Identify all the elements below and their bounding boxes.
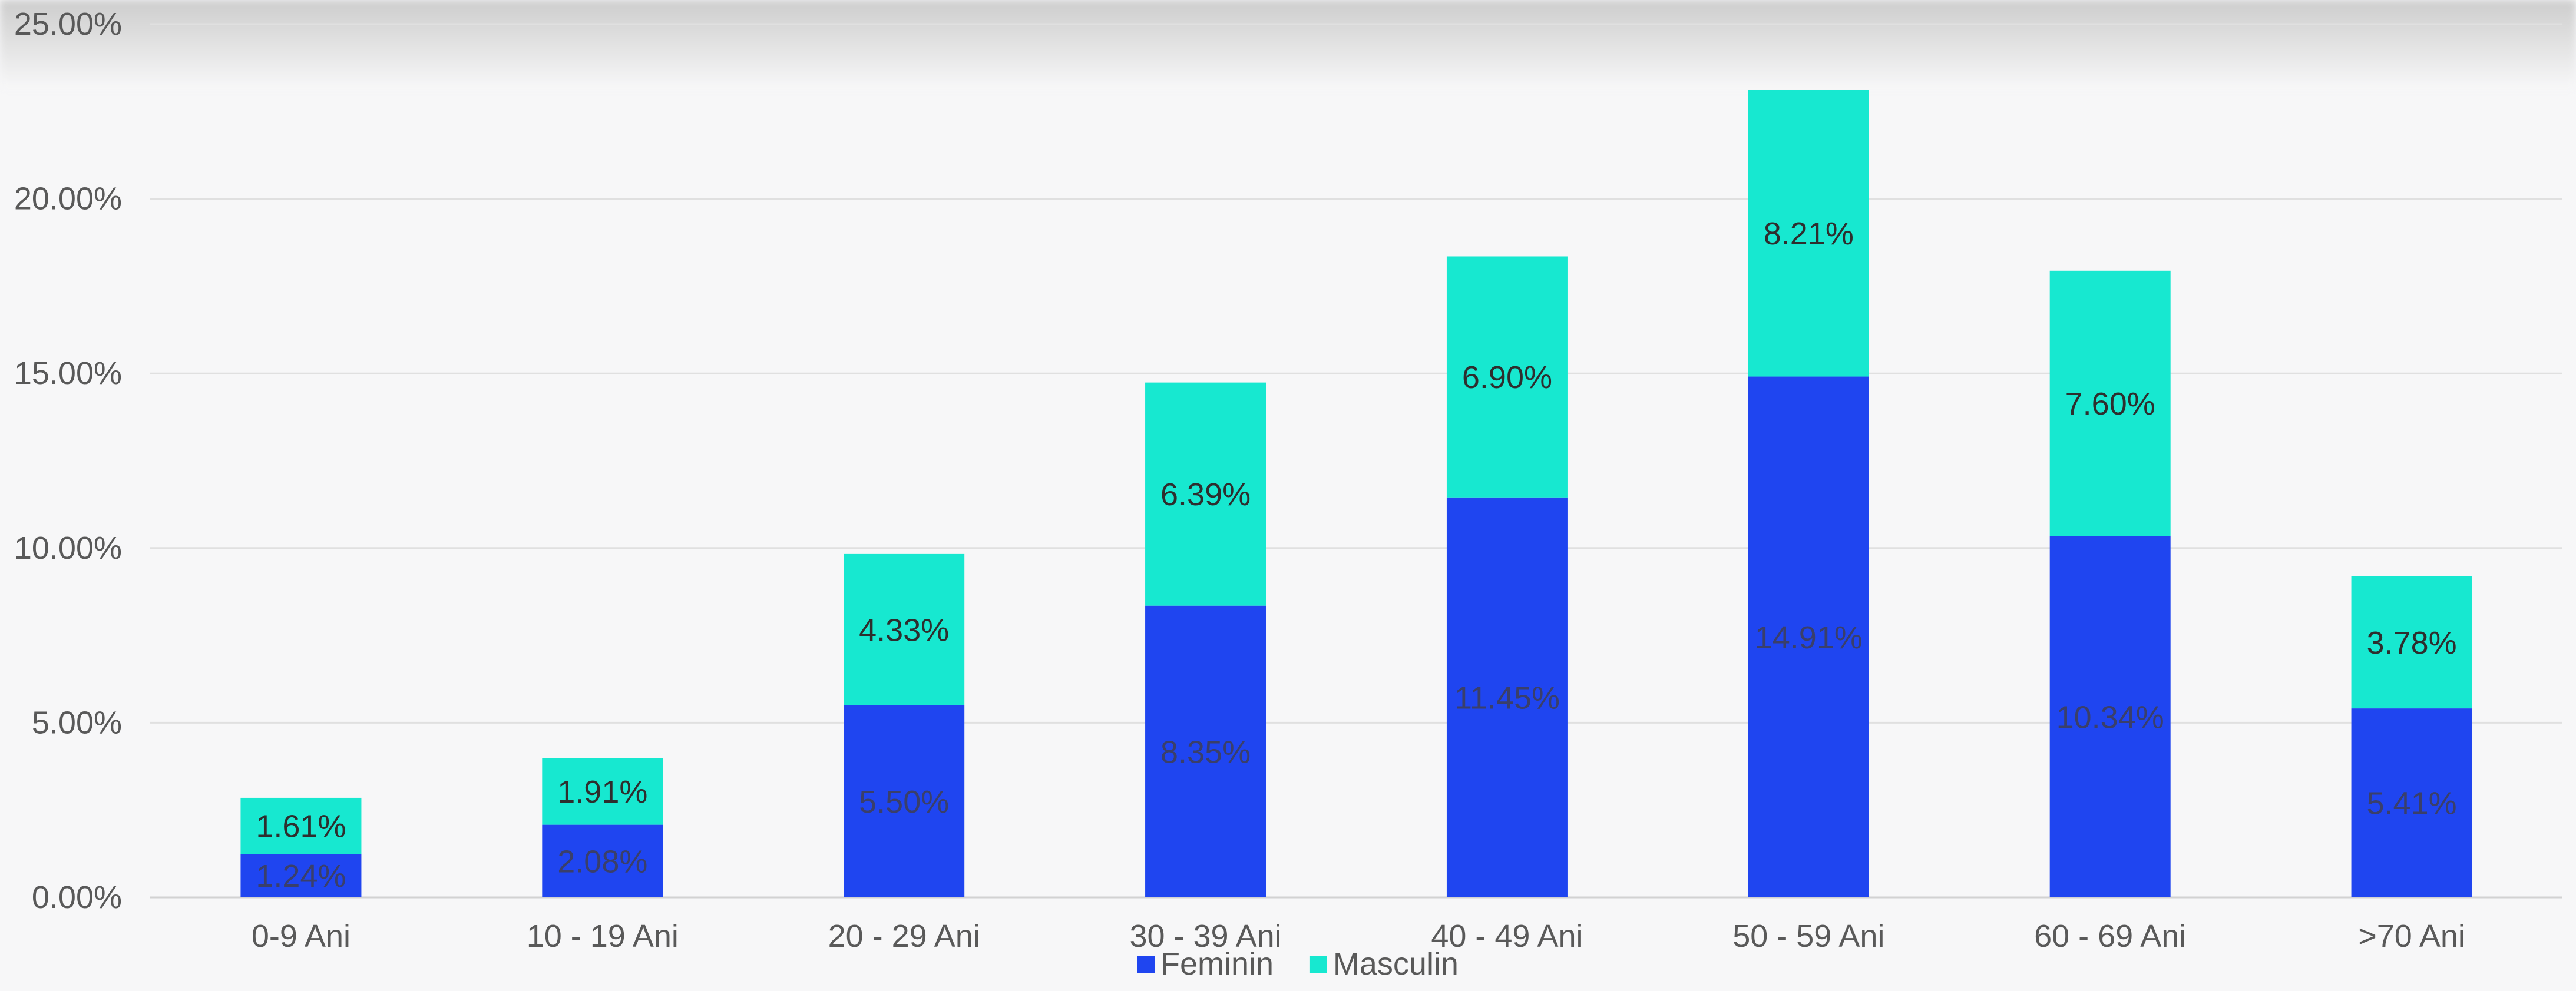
x-tick-label: 60 - 69 Ani xyxy=(2034,919,2186,954)
data-label: 1.24% xyxy=(256,859,346,894)
bar-segment-feminin[interactable] xyxy=(1446,497,1568,897)
bar-segment-masculin[interactable] xyxy=(2351,576,2472,709)
top-fade-band xyxy=(0,0,2576,88)
data-label: 6.90% xyxy=(1462,360,1552,395)
bar-segment-masculin[interactable] xyxy=(542,758,663,825)
bars xyxy=(240,90,2472,897)
data-label: 10.34% xyxy=(2056,700,2164,735)
x-tick-label: 30 - 39 Ani xyxy=(1129,919,1281,954)
data-label: 3.78% xyxy=(2367,625,2457,661)
x-tick-label: 10 - 19 Ani xyxy=(527,919,679,954)
x-tick-label: 0-9 Ani xyxy=(252,919,350,954)
y-tick-label: 20.00% xyxy=(14,181,122,217)
data-label: 11.45% xyxy=(1454,680,1560,715)
y-axis-ticks: 0.00% 5.00% 10.00% 15.00% 20.00% 25.00% xyxy=(14,6,122,915)
bar-segment-masculin[interactable] xyxy=(844,553,965,705)
bar-segment-masculin[interactable] xyxy=(1145,382,1266,606)
y-tick-label: 25.00% xyxy=(14,6,122,42)
data-labels: 1.24% 1.61% 2.08% 1.91% 5.50% 4.33% 8.35% 6.39%… xyxy=(256,216,2456,894)
data-label: 5.41% xyxy=(2367,786,2457,821)
x-tick-label: 40 - 49 Ani xyxy=(1431,919,1583,954)
bar-segment-masculin[interactable] xyxy=(1748,90,1869,377)
x-tick-label: >70 Ani xyxy=(2358,919,2465,954)
bar-segment-feminin[interactable] xyxy=(844,705,965,897)
data-label: 14.91% xyxy=(1755,620,1863,655)
data-label: 7.60% xyxy=(2065,386,2155,422)
data-label: 5.50% xyxy=(859,784,949,820)
y-tick-label: 10.00% xyxy=(14,531,122,566)
x-axis-ticks: 0-9 Ani 10 - 19 Ani 20 - 29 Ani 30 - 39 Ani… xyxy=(252,919,2465,954)
data-label: 8.21% xyxy=(1764,216,1854,251)
x-tick-label: 20 - 29 Ani xyxy=(828,919,980,954)
data-label: 4.33% xyxy=(859,612,949,648)
bar-segment-feminin[interactable] xyxy=(1145,605,1266,897)
legend-item-feminin[interactable]: Feminin xyxy=(1137,946,1274,982)
gridlines xyxy=(150,23,2562,899)
data-label: 6.39% xyxy=(1160,477,1251,512)
data-label: 2.08% xyxy=(557,844,647,879)
bar-segment-feminin[interactable] xyxy=(2351,708,2472,897)
bar-segment-masculin[interactable] xyxy=(240,797,362,854)
bar-segment-masculin[interactable] xyxy=(1446,256,1568,498)
bar-segment-feminin[interactable] xyxy=(542,824,663,897)
legend-label: Masculin xyxy=(1333,946,1459,982)
legend-swatch xyxy=(1137,956,1155,973)
bar-segment-masculin[interactable] xyxy=(2049,270,2171,536)
data-label: 1.91% xyxy=(557,774,647,810)
y-tick-label: 15.00% xyxy=(14,356,122,391)
y-tick-label: 5.00% xyxy=(32,705,122,740)
data-label: 8.35% xyxy=(1160,734,1251,770)
legend-swatch xyxy=(1309,956,1327,973)
bar-segment-feminin[interactable] xyxy=(2049,536,2171,897)
x-tick-label: 50 - 59 Ani xyxy=(1732,919,1884,954)
data-label: 1.61% xyxy=(256,809,346,844)
y-tick-label: 0.00% xyxy=(32,880,122,915)
bar-segment-feminin[interactable] xyxy=(1748,376,1869,897)
bar-segment-feminin[interactable] xyxy=(240,854,362,897)
legend[interactable]: Feminin Masculin xyxy=(1137,946,1459,982)
legend-label: Feminin xyxy=(1160,946,1274,982)
legend-item-masculin[interactable]: Masculin xyxy=(1309,946,1459,982)
